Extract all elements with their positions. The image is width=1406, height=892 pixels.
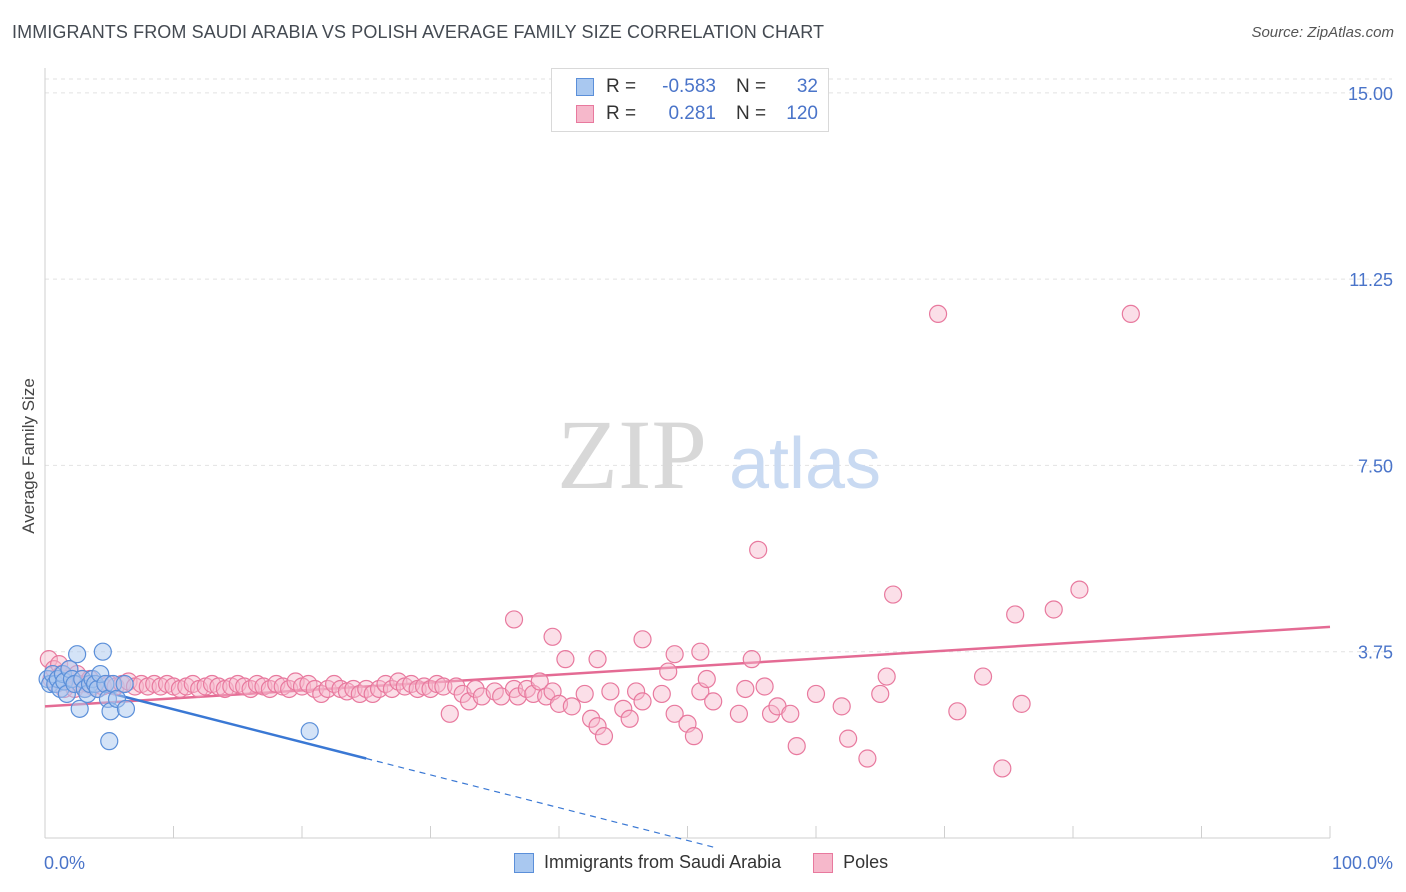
data-point-saudi [300,722,319,741]
data-point-saudi [116,699,136,718]
data-point-poles [742,650,761,669]
data-point-poles [871,684,890,704]
legend-r-label: R = [606,76,637,97]
legend-row-saudi: R = -0.583 N = 32 [576,76,818,98]
data-point-poles [1070,580,1089,599]
data-point-poles [1044,600,1063,619]
data-point-poles [755,677,774,696]
data-point-poles [883,585,903,604]
data-point-poles [806,684,826,704]
data-point-poles [543,627,562,646]
legend-r-value: 0.281 [668,103,716,124]
legend-r-label: R = [606,103,637,124]
data-point-poles [594,727,614,746]
y-axis-label: Average Family Size [19,378,38,534]
y-tick-label: 11.25 [1349,270,1393,290]
y-tick-label: 15.00 [1348,84,1393,104]
data-point-poles [659,662,678,681]
data-point-poles [761,704,781,723]
data-point-poles [652,684,671,704]
data-point-saudi [115,674,134,694]
data-point-poles [434,677,453,696]
data-point-poles [787,736,806,756]
x-tick-label-end: 100.0% [1332,853,1393,873]
data-points [38,304,1140,778]
data-point-poles [781,704,800,723]
data-point-poles [440,704,459,723]
axes [44,68,1331,839]
data-point-poles [614,699,633,718]
series-swatch-pink [813,852,834,873]
legend-swatch-pink [576,105,594,123]
data-point-poles [839,729,858,748]
data-point-poles [877,667,896,686]
legend-row-poles: R = 0.281 N = 120 [576,103,818,125]
data-point-poles [633,630,652,649]
data-point-poles [633,692,652,711]
y-tick-label: 3.75 [1358,643,1393,663]
data-point-poles [729,704,749,723]
data-point-poles [466,679,485,699]
data-point-poles [447,677,466,696]
data-point-poles [691,642,710,661]
data-point-poles [749,540,768,559]
data-point-poles [704,692,723,711]
data-point-poles [575,684,594,704]
trend-line-poles [44,625,1331,708]
data-point-poles [556,650,575,669]
legend-n-value: 32 [796,76,818,97]
data-point-poles [504,610,524,629]
data-point-saudi [100,732,119,751]
data-point-poles [928,304,948,324]
data-point-poles [973,667,993,686]
data-point-poles [626,682,646,701]
correlation-legend: R = -0.583 N = 32 R = 0.281 N = 120 [551,68,829,132]
gridlines [45,78,1392,653]
data-point-poles [588,717,607,736]
watermark-atlas: atlas [729,424,881,504]
data-point-poles [993,759,1012,778]
x-tick-label-start: 0.0% [44,853,85,873]
trend-line-saudi-extension [366,757,714,848]
data-point-poles [562,697,581,716]
data-point-saudi [93,642,112,661]
legend-swatch-blue [576,78,594,96]
data-point-poles [832,697,851,716]
series-swatch-blue [514,852,534,873]
series-legend-item-saudi[interactable]: Immigrants from Saudi Arabia [514,852,781,873]
series-legend-label: Poles [843,852,889,872]
legend-n-label: N = [736,76,767,97]
data-point-poles [601,682,620,701]
chart-source: Source: ZipAtlas.com [1251,24,1394,41]
data-point-poles [665,645,684,664]
data-point-poles [736,679,755,699]
series-legend-item-poles[interactable]: Poles [813,852,888,873]
data-point-poles [620,709,639,728]
data-point-poles [697,669,716,689]
data-point-poles [1012,694,1031,713]
series-legend: Immigrants from Saudi Arabia Poles [514,852,920,873]
watermark: ZIP atlas [557,399,881,510]
data-point-poles [665,704,684,723]
y-tick-label: 7.50 [1358,456,1393,476]
data-point-poles [588,650,607,669]
watermark-zip: ZIP [557,399,707,510]
data-point-poles [1121,304,1140,324]
data-point-poles [1006,605,1025,624]
legend-n-label: N = [736,103,767,124]
legend-r-value: -0.583 [662,76,716,97]
data-point-poles [684,727,704,746]
chart-title: IMMIGRANTS FROM SAUDI ARABIA VS POLISH A… [12,22,825,42]
data-point-saudi [68,645,87,664]
series-legend-label: Immigrants from Saudi Arabia [544,852,782,872]
data-point-saudi [70,699,89,718]
legend-n-value: 120 [786,103,818,124]
data-point-poles [582,709,601,728]
data-point-poles [948,702,967,721]
y-tick-labels: 3.75 7.50 11.25 15.00 [1348,84,1393,663]
data-point-poles [858,749,877,768]
